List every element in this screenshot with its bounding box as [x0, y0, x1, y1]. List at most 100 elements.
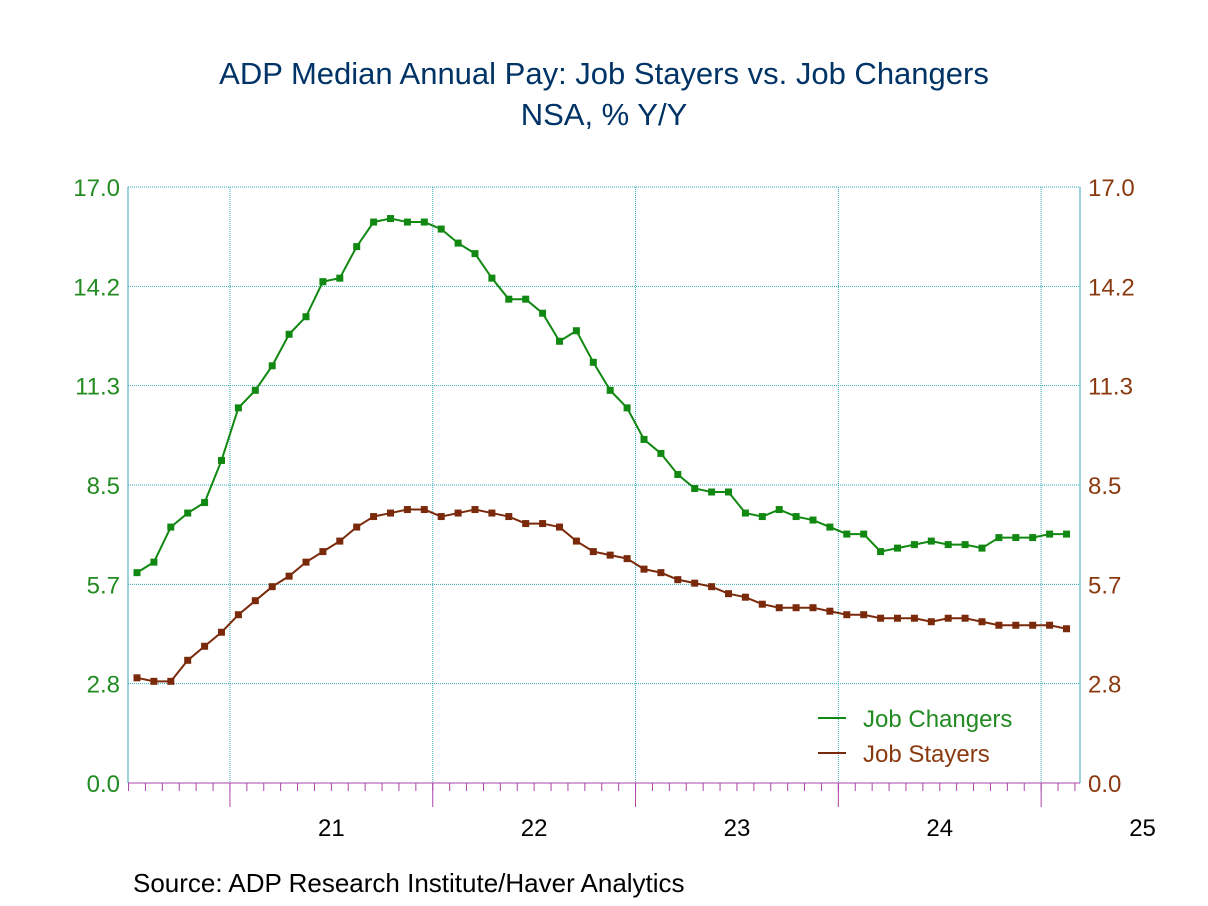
data-point: [961, 614, 969, 622]
data-point: [556, 523, 563, 531]
data-point: [370, 513, 378, 521]
series-line-job-changers: [136, 217, 1067, 574]
data-point: [218, 456, 225, 464]
x-tick-label: 24: [926, 815, 953, 842]
y-tick-label-left: 8.5: [87, 473, 120, 500]
y-tick-label-left: 5.7: [87, 572, 120, 599]
y-tick-label-left: 2.8: [87, 672, 120, 699]
data-point: [437, 513, 445, 521]
data-point: [691, 579, 699, 587]
data-point: [556, 337, 563, 345]
data-point: [1029, 534, 1037, 542]
data-point: [843, 530, 851, 538]
data-point: [725, 590, 732, 598]
data-point: [201, 499, 209, 507]
data-point: [539, 520, 547, 528]
y-tick-label-left: 11.3: [75, 374, 120, 401]
data-point: [234, 404, 242, 412]
data-point: [454, 509, 462, 517]
data-point: [572, 537, 580, 545]
data-point: [978, 544, 986, 552]
data-point: [640, 435, 648, 443]
data-point: [1029, 621, 1037, 629]
data-point: [877, 614, 885, 622]
data-point: [674, 576, 682, 584]
data-point: [522, 520, 530, 528]
data-point: [488, 509, 496, 517]
data-point: [302, 558, 310, 566]
data-point: [809, 604, 817, 612]
data-point: [657, 569, 665, 577]
chart-subtitle: NSA, % Y/Y: [520, 97, 688, 132]
data-point: [826, 607, 834, 615]
y-tick-label-right: 14.2: [1088, 274, 1135, 301]
data-point: [775, 604, 783, 612]
data-point: [437, 225, 445, 233]
data-point: [471, 506, 479, 514]
data-point: [758, 513, 766, 521]
series-layer: [133, 215, 1070, 685]
source-note: Source: ADP Research Institute/Haver Ana…: [133, 868, 685, 898]
data-point: [995, 621, 1003, 629]
data-point: [251, 386, 259, 394]
legend-label: Job Changers: [863, 706, 1012, 733]
data-point: [1012, 534, 1020, 542]
data-point: [691, 485, 699, 493]
data-point: [606, 386, 614, 394]
data-point: [353, 243, 361, 251]
y-tick-label-right: 5.7: [1088, 572, 1121, 599]
data-point: [1046, 621, 1054, 629]
data-point: [894, 614, 901, 622]
data-point: [133, 569, 141, 577]
data-point: [336, 537, 344, 545]
data-point: [623, 404, 631, 412]
data-point: [910, 541, 918, 549]
data-point: [1063, 530, 1070, 538]
data-point: [488, 274, 496, 282]
series-line-job-stayers: [136, 508, 1067, 683]
data-point: [420, 218, 428, 226]
x-tick-label: 21: [318, 815, 345, 842]
data-point: [454, 239, 462, 247]
y-tick-label-right: 17.0: [1088, 175, 1135, 202]
data-point: [606, 551, 614, 559]
data-point: [336, 274, 344, 282]
data-point: [725, 488, 732, 496]
data-point: [927, 618, 935, 626]
data-point: [285, 330, 293, 338]
data-point: [319, 548, 327, 556]
data-point: [268, 583, 276, 591]
data-point: [978, 618, 986, 626]
legend: Job Changers Job Stayers: [818, 706, 1012, 768]
data-point: [184, 509, 192, 517]
y-tick-label-right: 8.5: [1088, 473, 1121, 500]
data-point: [894, 544, 901, 552]
data-point: [302, 313, 310, 321]
data-point: [741, 509, 749, 517]
data-point: [167, 677, 175, 685]
y-tick-label-right: 0.0: [1088, 771, 1121, 798]
data-point: [319, 278, 327, 286]
data-point: [775, 506, 783, 514]
x-tick-label: 22: [521, 815, 548, 842]
data-point: [539, 309, 547, 317]
y-tick-label-left: 17.0: [73, 175, 120, 202]
y-tick-label-right: 2.8: [1088, 672, 1121, 699]
data-point: [285, 572, 293, 580]
data-point: [843, 611, 851, 619]
data-point: [370, 218, 378, 226]
data-point: [623, 555, 631, 563]
y-tick-label-right: 11.3: [1088, 374, 1133, 401]
data-point: [522, 295, 530, 303]
data-point: [809, 516, 817, 524]
data-point: [944, 614, 952, 622]
data-point: [1046, 530, 1054, 538]
data-point: [572, 327, 580, 335]
legend-label: Job Stayers: [863, 741, 990, 768]
data-point: [589, 548, 597, 556]
data-point: [403, 506, 411, 514]
data-point: [353, 523, 361, 531]
chart-title: ADP Median Annual Pay: Job Stayers vs. J…: [219, 56, 989, 91]
